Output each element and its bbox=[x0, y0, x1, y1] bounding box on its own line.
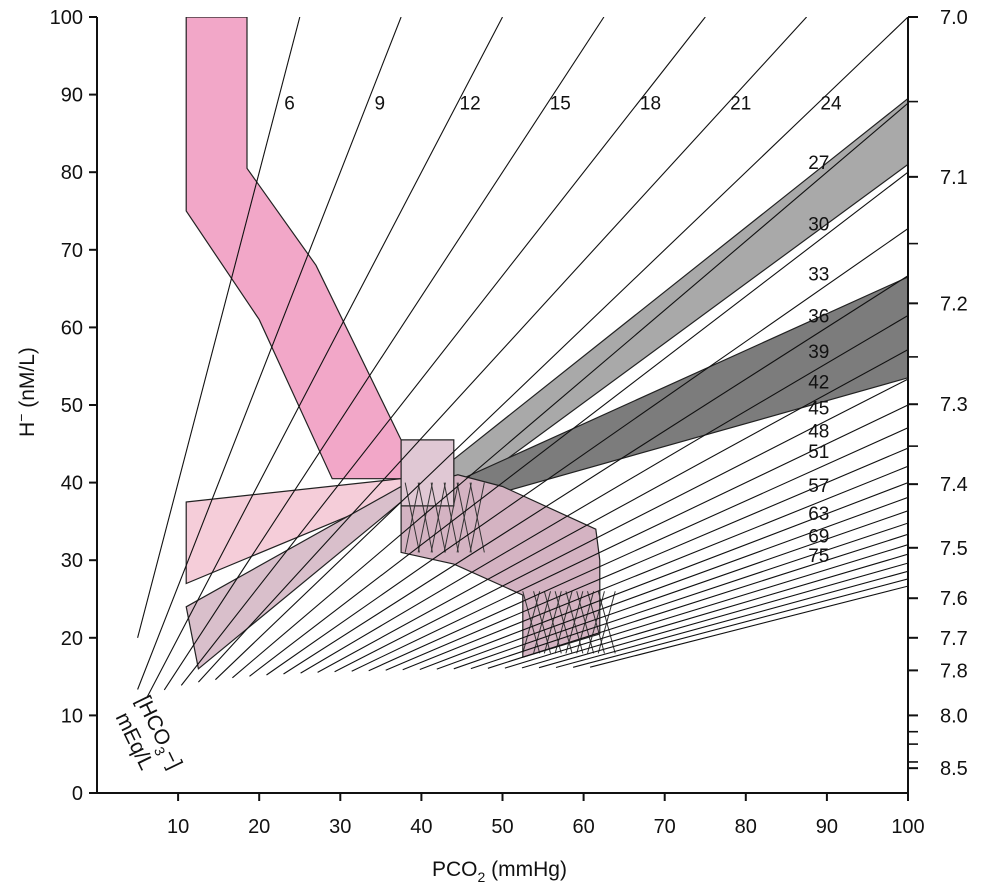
isopleth-label-75: 75 bbox=[808, 546, 829, 567]
x-tick-label-70: 70 bbox=[654, 816, 676, 838]
isopleth-label-36: 36 bbox=[808, 307, 829, 328]
isopleth-label-42: 42 bbox=[808, 372, 829, 393]
isopleth-label-63: 63 bbox=[808, 504, 829, 525]
isopleth-line-57 bbox=[402, 465, 908, 671]
region-0 bbox=[185, 17, 402, 480]
x-axis-label: PCO2 (mmHg) bbox=[432, 858, 567, 885]
isopleth-label-6: 6 bbox=[284, 93, 295, 114]
isopleth-line-63 bbox=[436, 496, 908, 670]
isopleth-label-33: 33 bbox=[808, 265, 829, 286]
isopleth-line-15 bbox=[163, 17, 605, 691]
ph-tick-label-7.6: 7.6 bbox=[940, 588, 968, 610]
isopleth-line-18 bbox=[180, 17, 706, 686]
x-tick-label-60: 60 bbox=[572, 816, 594, 838]
isopleth-label-48: 48 bbox=[808, 422, 829, 443]
isopleth-line-78 bbox=[521, 553, 908, 669]
y-tick-label-90: 90 bbox=[61, 85, 83, 107]
ph-tick-label-7.2: 7.2 bbox=[940, 293, 968, 315]
isopleth-label-15: 15 bbox=[550, 93, 571, 114]
y-axis-label: H− (nM/L) bbox=[13, 347, 39, 437]
isopleth-line-66 bbox=[453, 510, 908, 670]
isopleth-line-84 bbox=[555, 570, 908, 669]
isopleth-line-36 bbox=[283, 275, 908, 675]
y-tick-label-50: 50 bbox=[61, 395, 83, 417]
isopleth-label-69: 69 bbox=[808, 527, 829, 548]
isopleth-line-27 bbox=[232, 102, 908, 679]
isopleth-line-72 bbox=[487, 533, 908, 669]
isopleth-line-9 bbox=[137, 17, 402, 690]
ph-tick-label-7.4: 7.4 bbox=[940, 474, 968, 496]
ph-tick-label-7.1: 7.1 bbox=[940, 167, 968, 189]
ph-tick-label-7.7: 7.7 bbox=[940, 628, 968, 650]
isopleth-label-45: 45 bbox=[808, 399, 829, 420]
y-tick-label-20: 20 bbox=[61, 628, 83, 650]
hatch-line-1-b60 bbox=[443, 482, 459, 553]
y-tick-label-0: 0 bbox=[72, 783, 83, 805]
y-tick-label-80: 80 bbox=[61, 162, 83, 184]
bicarbonate-isopleths bbox=[137, 17, 908, 698]
isopleth-label-21: 21 bbox=[730, 93, 751, 114]
y-tick-label-100: 100 bbox=[50, 7, 83, 29]
isopleth-line-81 bbox=[538, 562, 908, 669]
isopleth-line-60 bbox=[419, 482, 908, 671]
isopleth-line-45 bbox=[334, 378, 908, 673]
hatch-line-1-b100 bbox=[469, 482, 485, 553]
ph-tick-label-7.3: 7.3 bbox=[940, 394, 968, 416]
isopleth-label-24: 24 bbox=[820, 93, 842, 114]
y-tick-label-30: 30 bbox=[61, 550, 83, 572]
shaded-regions bbox=[185, 17, 908, 670]
x-tick-label-80: 80 bbox=[735, 816, 757, 838]
isopleth-label-9: 9 bbox=[375, 93, 386, 114]
isopleth-line-87 bbox=[572, 578, 908, 668]
x-tick-label-30: 30 bbox=[329, 816, 351, 838]
isopleth-line-42 bbox=[317, 349, 908, 673]
y-tick-label-60: 60 bbox=[61, 317, 83, 339]
isopleth-label-51: 51 bbox=[808, 442, 829, 463]
x-tick-label-10: 10 bbox=[167, 816, 189, 838]
ph-tick-label-7.5: 7.5 bbox=[940, 538, 968, 560]
isopleth-line-48 bbox=[351, 404, 908, 672]
isopleth-label-12: 12 bbox=[460, 93, 481, 114]
isopleth-line-12 bbox=[146, 17, 503, 698]
isopleth-line-33 bbox=[266, 228, 908, 676]
isopleth-line-54 bbox=[385, 447, 908, 671]
isopleth-line-24 bbox=[215, 17, 908, 681]
y-tick-label-40: 40 bbox=[61, 473, 83, 495]
isopleth-line-39 bbox=[300, 315, 908, 674]
hatch-line-1-b80 bbox=[456, 482, 472, 553]
isopleth-label-39: 39 bbox=[808, 342, 829, 363]
isopleth-line-51 bbox=[368, 427, 908, 672]
isopleth-label-57: 57 bbox=[808, 476, 829, 497]
x-tick-label-40: 40 bbox=[410, 816, 432, 838]
isopleth-label-27: 27 bbox=[808, 153, 829, 174]
isopleth-line-75 bbox=[504, 544, 908, 669]
hco3-axis-label: [HCO3−] mEq/L bbox=[111, 692, 187, 773]
x-tick-label-20: 20 bbox=[248, 816, 270, 838]
isopleth-line-21 bbox=[197, 17, 808, 683]
y-tick-label-10: 10 bbox=[61, 705, 83, 727]
isopleth-line-30 bbox=[249, 171, 908, 677]
x-tick-label-50: 50 bbox=[491, 816, 513, 838]
hatch-line-1-b40 bbox=[430, 482, 446, 553]
hatch-line-1-b20 bbox=[417, 482, 433, 553]
isopleth-line-90 bbox=[589, 585, 908, 668]
x-tick-label-90: 90 bbox=[816, 816, 838, 838]
ph-tick-label-7.8: 7.8 bbox=[940, 660, 968, 682]
x-tick-label-100: 100 bbox=[891, 816, 924, 838]
ph-tick-label-7.0: 7.0 bbox=[940, 7, 968, 29]
isopleth-line-69 bbox=[470, 522, 908, 670]
isopleth-label-18: 18 bbox=[640, 93, 661, 114]
tick-marks: 10 20 30 40 50 60 70 80 90 100 0 10 20 30 40 50 60 70 80 90… bbox=[50, 7, 968, 838]
isopleth-line-6 bbox=[137, 17, 301, 638]
ph-tick-label-8.5: 8.5 bbox=[940, 758, 968, 780]
y-tick-label-70: 70 bbox=[61, 240, 83, 262]
ph-tick-label-8.0: 8.0 bbox=[940, 705, 968, 727]
hatch-line-1-b0 bbox=[404, 482, 420, 553]
hatch-line-2-b98 bbox=[597, 591, 616, 654]
isopleth-label-30: 30 bbox=[808, 214, 829, 235]
